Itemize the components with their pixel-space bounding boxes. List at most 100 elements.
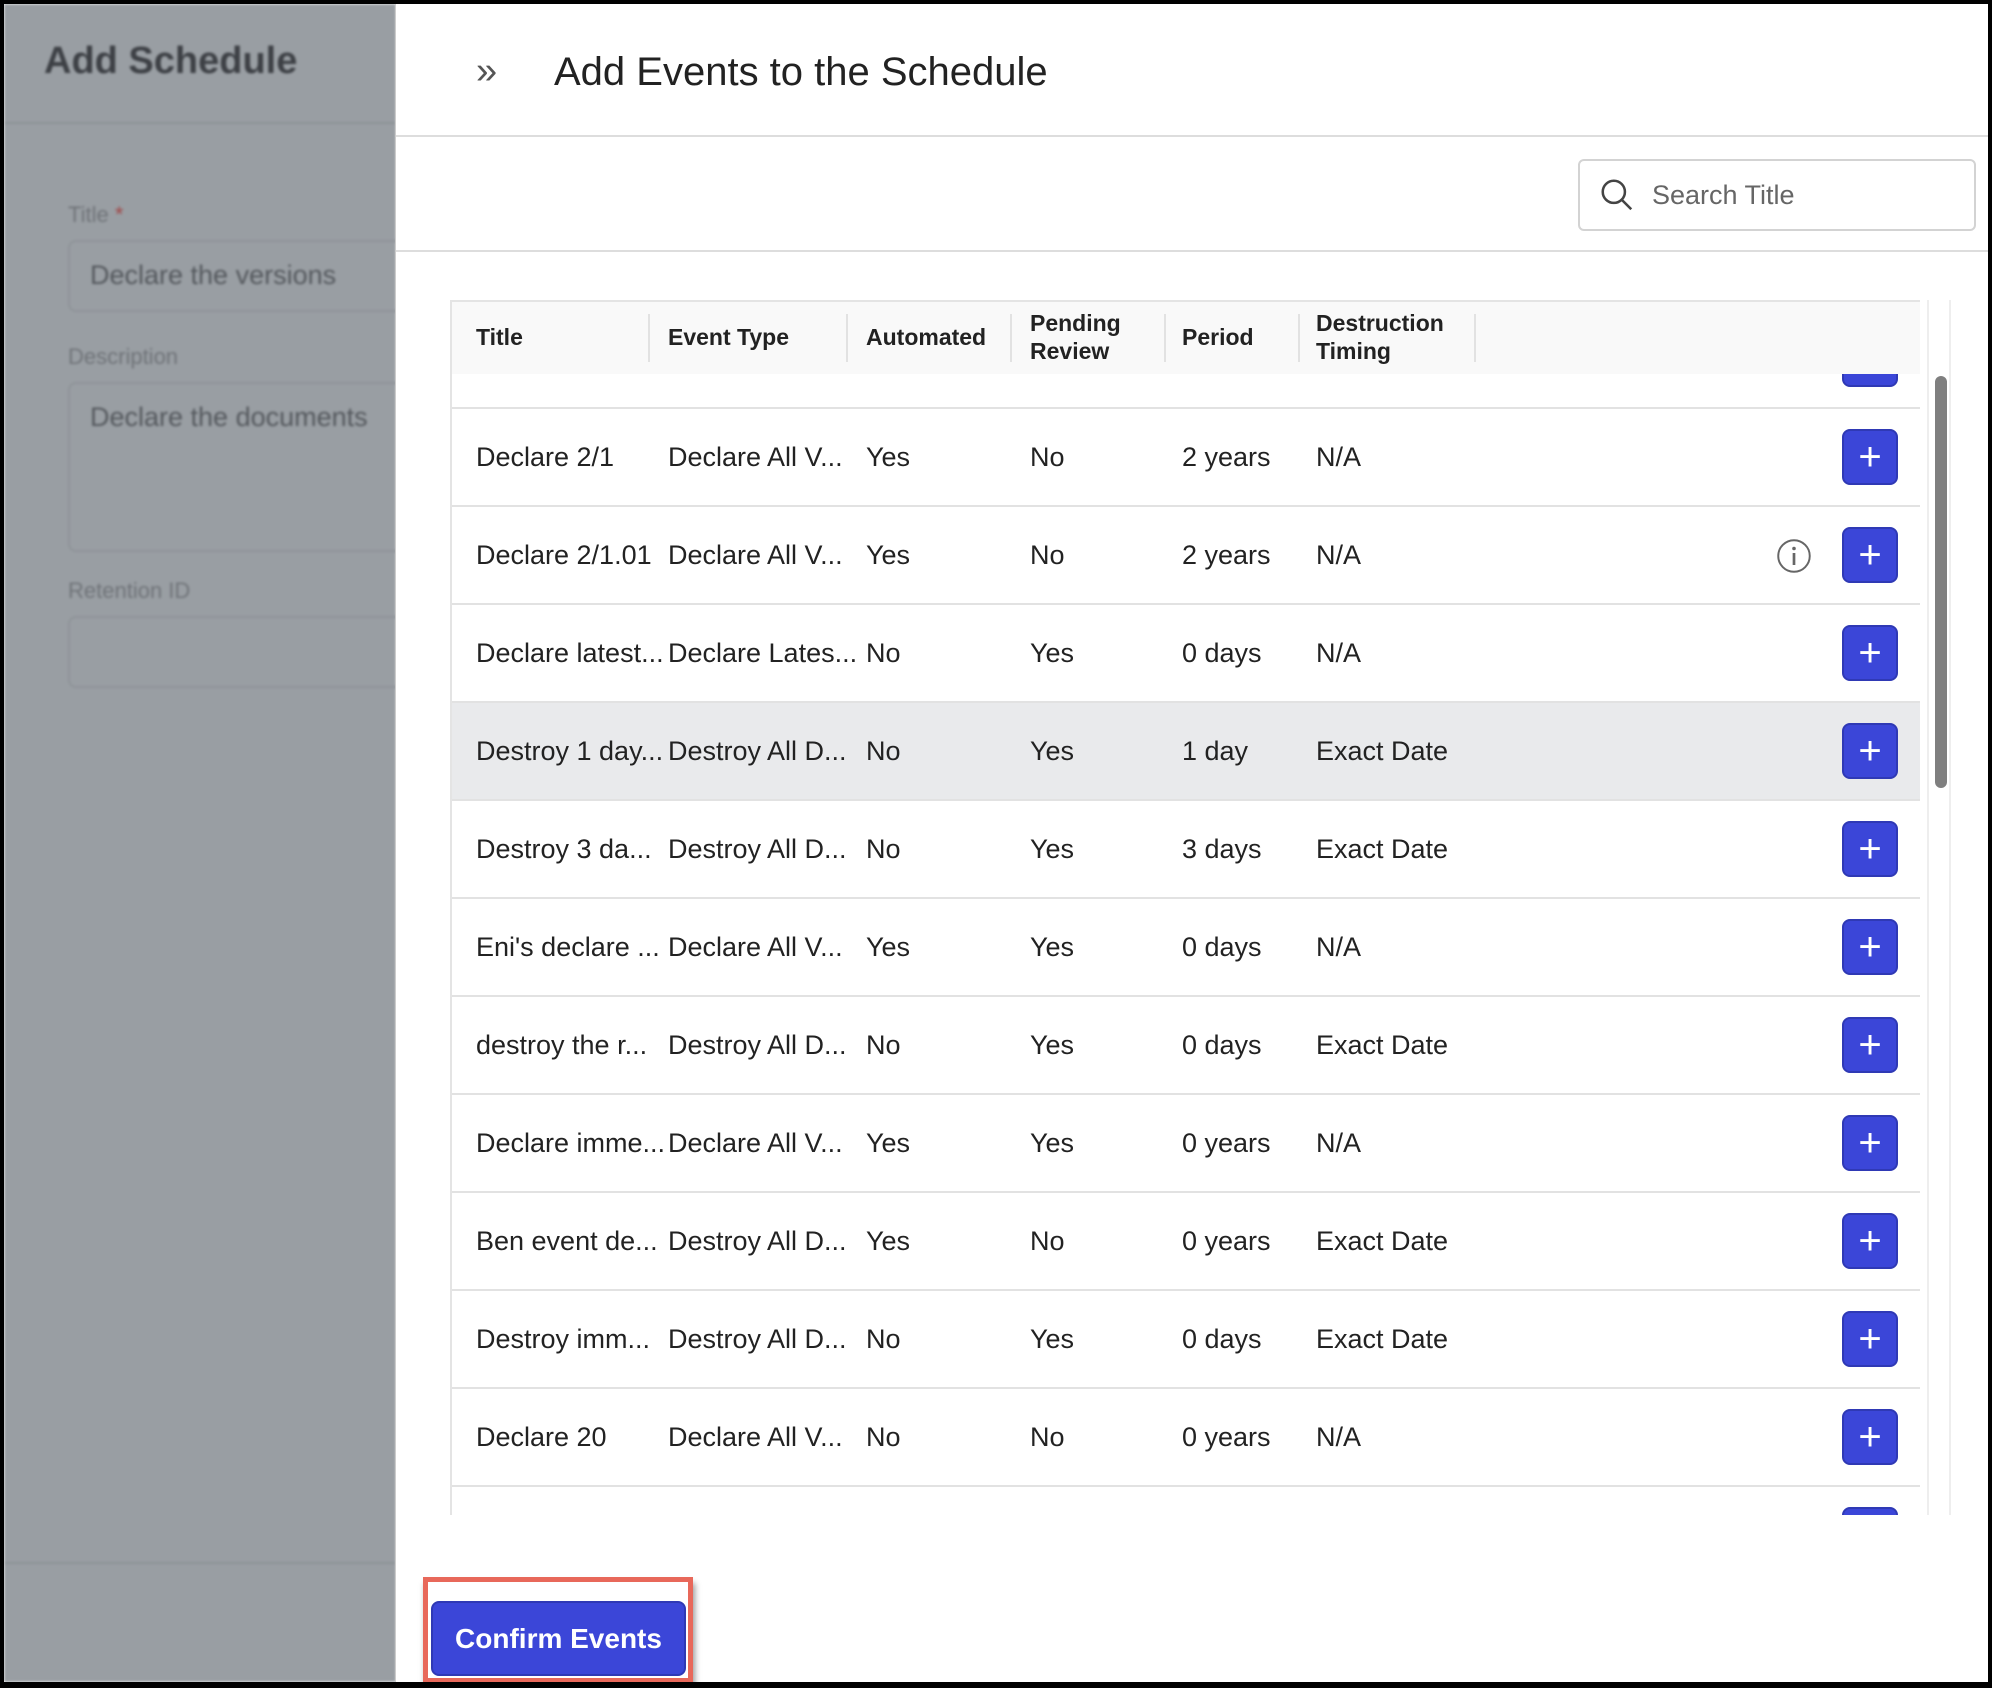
table-row[interactable]: Destroy 1 day... Destroy All D... No Yes 1 d… [452, 703, 1920, 801]
add-event-button[interactable]: + [1842, 625, 1898, 681]
cell-event-type: Destroy All D... [668, 1225, 847, 1256]
add-event-button[interactable]: + [1842, 1213, 1898, 1269]
cell-pending-review: Yes [1030, 833, 1075, 864]
add-schedule-form-backdrop: Add Schedule Title * Declare the version… [4, 4, 408, 1682]
cell-event-type: Declare Lates... [668, 637, 858, 668]
retention-id-field[interactable] [68, 616, 408, 688]
add-event-button[interactable]: + [1842, 527, 1898, 583]
info-icon[interactable] [1776, 538, 1812, 574]
cell-period: 3 days [1182, 833, 1262, 864]
cell-title: Declare 2/1.01 [476, 539, 652, 570]
panel-title: Add Events to the Schedule [554, 50, 1048, 94]
confirm-highlight: Confirm Events [423, 1577, 693, 1682]
cell-event-type: Destroy All D... [668, 833, 847, 864]
column-header-title[interactable]: Title [476, 324, 523, 351]
add-event-button[interactable]: + [1842, 1115, 1898, 1171]
cell-period: 2 years [1182, 441, 1271, 472]
add-event-button[interactable]: + [1842, 429, 1898, 485]
cell-period: 2 years [1182, 539, 1271, 570]
table-row[interactable]: Declare 2/1.01 Declare All V... Yes No 2 yea… [452, 507, 1920, 605]
form-footer [4, 1562, 396, 1682]
search-icon [1601, 179, 1633, 211]
cell-pending-review: Yes [1030, 1127, 1075, 1158]
title-field[interactable]: Declare the versions [68, 240, 408, 312]
column-header-event-type[interactable]: Event Type [668, 324, 789, 351]
table-row[interactable]: Eni's declare ... Declare All V... Yes Yes 0… [452, 899, 1920, 997]
column-divider[interactable] [1010, 314, 1012, 362]
cell-event-type: Declare All V... [668, 1127, 843, 1158]
column-divider[interactable] [1474, 314, 1476, 362]
column-divider[interactable] [648, 314, 650, 362]
cell-pending-review: Yes [1030, 931, 1075, 962]
cell-period: 0 years [1182, 1421, 1271, 1452]
search-input[interactable] [1652, 179, 1952, 211]
cell-pending-review: No [1030, 1421, 1065, 1452]
add-event-button[interactable]: + [1842, 723, 1898, 779]
double-chevron-right-icon[interactable]: » [476, 50, 498, 92]
cell-automated: Yes [866, 1225, 911, 1256]
confirm-events-button[interactable]: Confirm Events [431, 1601, 686, 1676]
cell-event-type: Declare All V... [668, 441, 843, 472]
description-label: Description [68, 344, 179, 369]
table-row[interactable]: Declare 2/1 Declare All V... Yes No 2 years N… [452, 409, 1920, 507]
cell-automated: No [866, 1421, 901, 1452]
cell-period: 1 day [1182, 735, 1249, 766]
column-header-pending-review[interactable]: Pending Review [1030, 310, 1121, 364]
cell-title: Declare 20 [476, 1421, 607, 1452]
description-field[interactable]: Declare the documents [68, 382, 408, 552]
table-row[interactable]: Declare latest... Declare Lates... No Yes 0 … [452, 605, 1920, 703]
title-label: Title * [68, 202, 124, 227]
cell-destruction-timing: N/A [1316, 441, 1362, 472]
add-event-button[interactable]: + [1842, 1311, 1898, 1367]
cell-title: Destroy 1 day... [476, 735, 664, 766]
cell-title: Destroy imm... [476, 1323, 651, 1354]
table-row[interactable]: Declare 20 Declare All V... No No 0 years N/A… [452, 1389, 1920, 1487]
add-event-button[interactable]: + [1842, 821, 1898, 877]
scrollbar-thumb[interactable] [1935, 376, 1947, 788]
column-divider[interactable] [1298, 314, 1300, 362]
table-row[interactable]: destroy the r... Destroy All D... No Yes 0 d… [452, 997, 1920, 1095]
table-row[interactable]: Ben event de... Destroy All D... Yes No 0 ye… [452, 1193, 1920, 1291]
add-event-button[interactable]: + [1842, 1409, 1898, 1465]
cell-pending-review: Yes [1030, 735, 1075, 766]
cell-period: 0 years [1182, 1225, 1271, 1256]
cell-destruction-timing: Exact Date [1316, 1225, 1449, 1256]
add-events-panel: » Add Events to the Schedule Title Event … [395, 4, 1988, 1682]
cell-event-type: Destroy All D... [668, 735, 847, 766]
cell-pending-review: Yes [1030, 637, 1075, 668]
cell-destruction-timing: N/A [1316, 1421, 1362, 1452]
retention-id-label: Retention ID [68, 578, 191, 603]
cell-title: Declare imme... [476, 1127, 666, 1158]
events-table: Title Event Type Automated Pending Review Pe… [450, 300, 1920, 1515]
panel-header: » Add Events to the Schedule [396, 4, 1988, 137]
cell-destruction-timing: Exact Date [1316, 1029, 1449, 1060]
add-event-button[interactable]: + [1842, 1507, 1898, 1515]
cell-pending-review: Yes [1030, 1029, 1075, 1060]
table-row[interactable]: Declare imme... Declare All V... Yes Yes 0 y… [452, 1095, 1920, 1193]
cell-destruction-timing: Exact Date [1316, 833, 1449, 864]
table-row[interactable]: Destroy imm... Destroy All D... No Yes 0 day… [452, 1291, 1920, 1389]
column-header-automated[interactable]: Automated [866, 324, 987, 351]
search-box[interactable] [1578, 159, 1976, 231]
cell-destruction-timing: Exact Date [1316, 1323, 1449, 1354]
cell-title: Destroy 3 da... [476, 833, 652, 864]
cell-event-type: Destroy All D... [668, 1323, 847, 1354]
cell-automated: Yes [866, 1127, 911, 1158]
column-divider[interactable] [846, 314, 848, 362]
cell-destruction-timing: N/A [1316, 637, 1362, 668]
divider [4, 122, 396, 124]
cell-destruction-timing: N/A [1316, 931, 1362, 962]
cell-title: Declare 2/1 [476, 441, 615, 472]
add-event-button[interactable]: + [1842, 919, 1898, 975]
cell-event-type: Declare All V... [668, 539, 843, 570]
cell-automated: No [866, 637, 901, 668]
scrollbar[interactable] [1927, 300, 1951, 1515]
column-divider[interactable] [1164, 314, 1166, 362]
cell-pending-review: No [1030, 1225, 1065, 1256]
add-event-button[interactable]: + [1842, 1017, 1898, 1073]
column-header-period[interactable]: Period [1182, 324, 1254, 351]
cell-event-type: Declare All V... [668, 1421, 843, 1452]
table-row[interactable]: Destroy 3 da... Destroy All D... No Yes 3 da… [452, 801, 1920, 899]
column-header-destruction-timing[interactable]: Destruction Timing [1316, 310, 1444, 364]
cell-destruction-timing: N/A [1316, 1127, 1362, 1158]
